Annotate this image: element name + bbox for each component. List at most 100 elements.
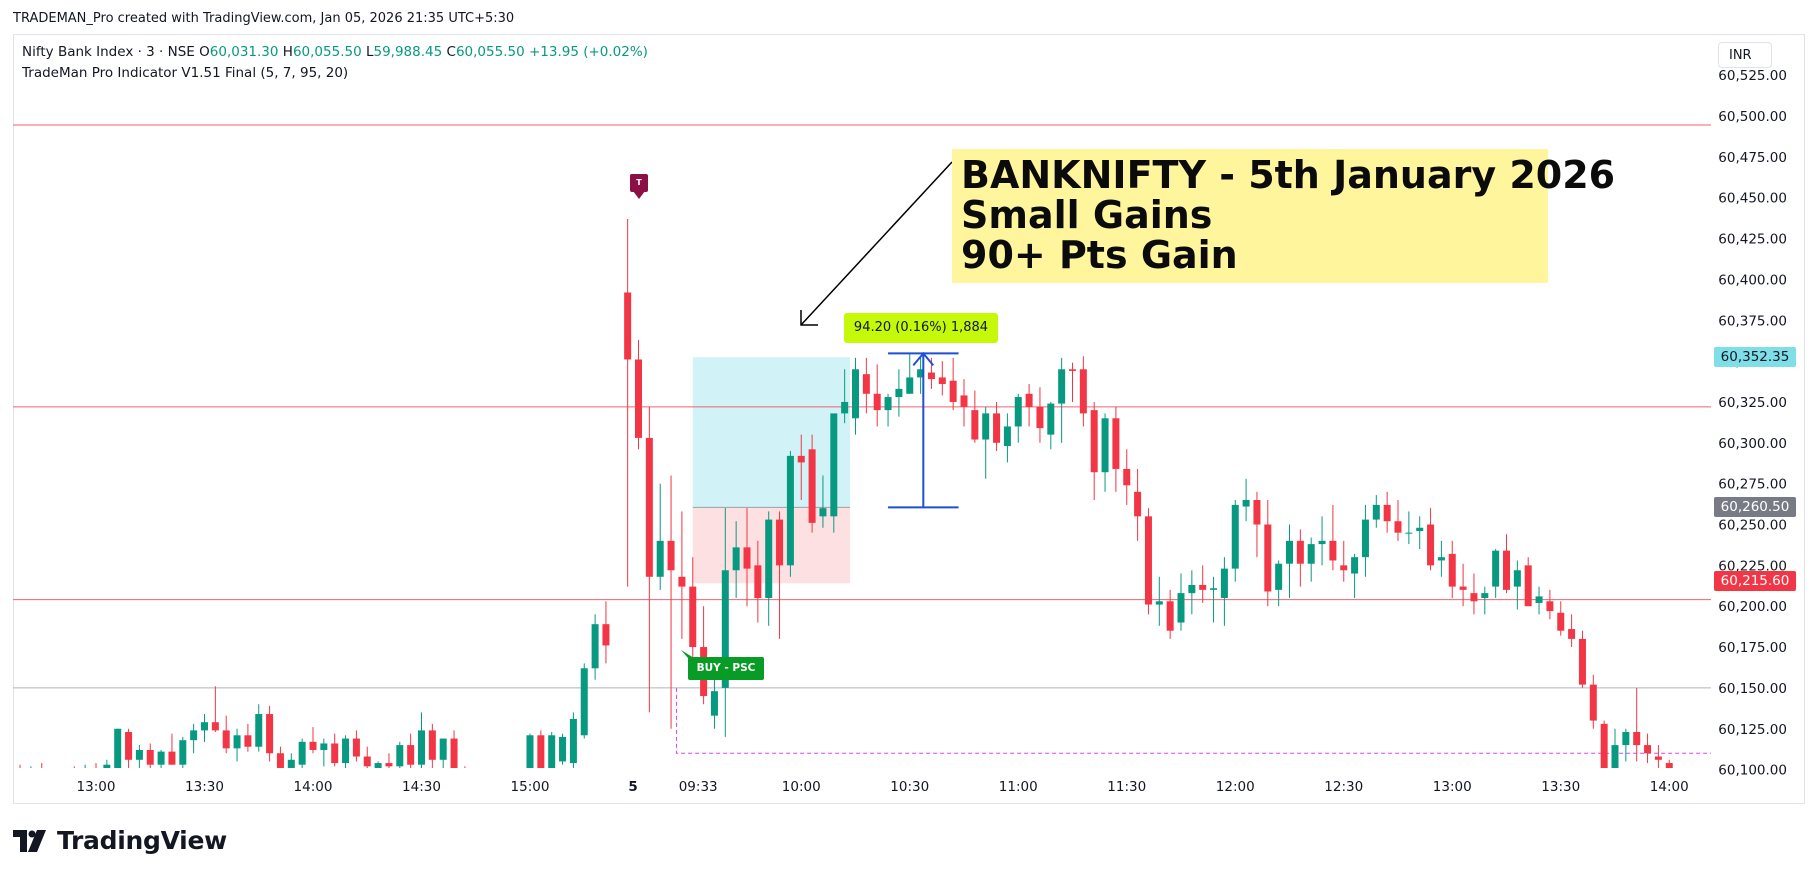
candle-body xyxy=(81,767,89,768)
x-tick-label: 09:33 xyxy=(679,779,718,795)
candle-body xyxy=(1134,491,1142,517)
candle-body xyxy=(1036,406,1044,429)
candle-body xyxy=(710,691,718,716)
candle-body xyxy=(1622,732,1630,746)
x-tick-label: 12:00 xyxy=(1216,779,1255,795)
axis-price-label: 60,215.60 xyxy=(1714,570,1796,591)
candle-body xyxy=(1177,593,1185,623)
candle-body xyxy=(982,413,990,440)
candle-body xyxy=(949,380,957,402)
candle-body xyxy=(656,540,664,577)
stop-dashed-line xyxy=(675,687,1711,754)
candle-body xyxy=(146,749,154,765)
candle-body xyxy=(971,410,979,440)
candle-body xyxy=(689,586,697,648)
price-range-label[interactable]: 94.20 (0.16%) 1,884 xyxy=(844,313,998,343)
candle-body xyxy=(1600,723,1608,768)
candle-body xyxy=(1069,369,1076,371)
callout-line-1: BANKNIFTY - 5th January 2026 xyxy=(961,153,1616,197)
buy-signal-label[interactable]: BUY - PSC xyxy=(688,657,764,680)
candle-body xyxy=(862,374,870,394)
t-marker-icon[interactable]: T xyxy=(630,174,648,192)
candle-body xyxy=(1665,763,1673,768)
candle-body xyxy=(439,738,447,760)
symbol-legend: Nifty Bank Index · 3 · NSE O60,031.30 H6… xyxy=(22,44,648,60)
candle-body xyxy=(1372,504,1380,520)
candle-body xyxy=(1394,521,1402,533)
candle-body xyxy=(1361,519,1369,558)
candle-body xyxy=(645,437,653,577)
candle-body xyxy=(71,771,78,773)
y-tick-label: 60,200.00 xyxy=(1718,599,1787,615)
candle-body xyxy=(309,741,317,750)
candle-body xyxy=(1264,524,1272,592)
tradingview-logo-icon xyxy=(13,829,46,852)
x-tick-label: 13:30 xyxy=(1541,779,1580,795)
candle-body xyxy=(895,388,903,398)
candle-body xyxy=(157,751,165,765)
candle-body xyxy=(1166,601,1174,631)
title-callout[interactable]: BANKNIFTY - 5th January 2026 Small Gains… xyxy=(952,149,1616,283)
y-tick-label: 60,275.00 xyxy=(1718,477,1787,493)
y-tick-label: 60,375.00 xyxy=(1718,313,1787,329)
x-tick-label: 14:30 xyxy=(402,779,441,795)
change-value: +13.95 (+0.02%) xyxy=(528,44,648,60)
candle-body xyxy=(938,377,946,384)
candle-body xyxy=(993,413,1001,443)
candle-body xyxy=(1513,570,1521,587)
candle-body xyxy=(830,413,838,517)
candle-body xyxy=(917,369,925,378)
candle-body xyxy=(1427,524,1435,566)
axis-price-label: 60,260.50 xyxy=(1714,497,1796,518)
candle-body xyxy=(754,565,762,599)
chart-caption: TRADEMAN_Pro created with TradingView.co… xyxy=(13,11,515,26)
candle-body xyxy=(1144,516,1152,605)
candle-body xyxy=(103,764,111,768)
candle-body xyxy=(1003,426,1011,447)
candle-body xyxy=(732,547,740,571)
candle-body xyxy=(635,359,642,438)
x-tick-label: 13:00 xyxy=(77,779,116,795)
candle-body xyxy=(1383,504,1391,522)
candle-body xyxy=(1286,540,1293,564)
candle-body xyxy=(287,759,295,768)
y-tick-label: 60,125.00 xyxy=(1718,722,1787,738)
currency-button[interactable]: INR xyxy=(1718,42,1772,68)
candle-body xyxy=(765,519,773,599)
candle-body xyxy=(1155,601,1163,605)
x-tick-label: 5 xyxy=(628,779,637,795)
candle-body xyxy=(418,730,425,765)
candle-body xyxy=(537,735,545,768)
symbol-title[interactable]: Nifty Bank Index · 3 · NSE xyxy=(22,44,195,60)
candle-body xyxy=(1079,369,1087,414)
candle-body xyxy=(1090,410,1098,473)
candle-body xyxy=(1014,397,1022,427)
candle-body xyxy=(559,736,567,762)
candle-body xyxy=(1329,540,1337,561)
candle-body xyxy=(49,771,56,773)
x-tick-label: 10:00 xyxy=(782,779,821,795)
y-tick-label: 60,225.00 xyxy=(1718,558,1787,574)
candle-body xyxy=(1101,418,1109,473)
candle-body xyxy=(1459,586,1467,590)
callout-arrow-head xyxy=(800,310,818,326)
candle-body xyxy=(407,745,415,765)
candle-body xyxy=(1568,629,1576,639)
candle-body xyxy=(808,449,816,523)
tradingview-logo[interactable]: TradingView xyxy=(13,826,227,855)
candle-body xyxy=(1546,601,1554,612)
candle-body xyxy=(1535,596,1543,603)
candle-body xyxy=(678,576,686,587)
candle-body xyxy=(927,372,935,380)
candle-body xyxy=(1633,732,1641,746)
high-value: 60,055.50 xyxy=(292,44,362,60)
y-tick-label: 60,175.00 xyxy=(1718,640,1787,656)
candle-body xyxy=(1253,499,1261,525)
candle-body xyxy=(1112,418,1120,469)
target-zone xyxy=(692,357,851,508)
indicator-legend[interactable]: TradeMan Pro Indicator V1.51 Final (5, 7… xyxy=(22,65,349,81)
candle-body xyxy=(1405,532,1413,534)
candle-body xyxy=(1644,745,1652,754)
candle-body xyxy=(266,714,274,754)
